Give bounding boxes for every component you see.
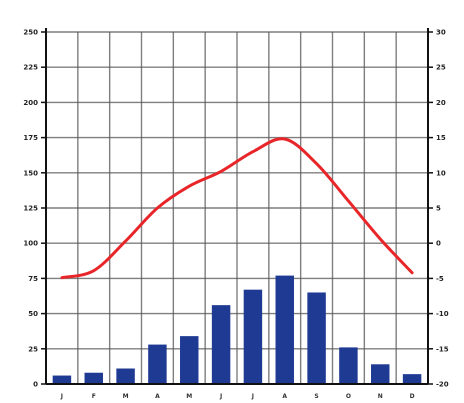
temperature-line (60, 137, 414, 280)
left-tick-label: 0 (33, 381, 38, 389)
x-tick-label: A (282, 393, 287, 400)
left-tick-label: 50 (28, 310, 38, 318)
left-tick-label: 225 (23, 64, 38, 72)
right-tick-label: 15 (436, 134, 446, 142)
left-tick-label: 150 (23, 169, 38, 177)
right-tick-label: 0 (436, 240, 441, 248)
right-tick-label: 5 (436, 205, 441, 213)
precipitation-bar (52, 375, 72, 384)
left-tick-label: 125 (23, 205, 38, 213)
precipitation-bar (243, 289, 263, 384)
x-tick-label: N (378, 393, 383, 400)
right-tick-label: 30 (436, 29, 446, 37)
temperature-line-group (60, 137, 414, 280)
x-tick-label: J (251, 393, 254, 400)
precipitation-bar (307, 292, 326, 384)
right-tick-label: 20 (436, 99, 446, 107)
precipitation-bar (180, 336, 199, 384)
x-tick-label: J (219, 393, 222, 400)
left-tick-label: 175 (23, 134, 38, 142)
x-tick-label: M (123, 393, 129, 400)
right-tick-label: 25 (436, 64, 446, 72)
right-tick-label: 10 (436, 169, 446, 177)
right-tick-label: -15 (436, 345, 449, 353)
left-tick-label: 200 (23, 99, 38, 107)
precipitation-bar (339, 347, 358, 384)
axes (41, 28, 433, 385)
x-tick-label: S (314, 393, 318, 400)
right-tick-label: -10 (436, 310, 449, 318)
precipitation-bar (148, 344, 167, 384)
precipitation-bar (275, 275, 294, 384)
left-tick-label: 250 (23, 29, 38, 37)
precipitation-bar (84, 372, 103, 384)
precipitation-bars (52, 275, 422, 384)
x-tick-label: F (92, 393, 96, 400)
right-axis-ticks: -20 -15 -10 -5 0 5 10 15 20 25 30 (436, 29, 449, 389)
precipitation-bar (211, 305, 231, 384)
left-tick-label: 25 (28, 345, 38, 353)
x-tick-label: J (60, 393, 63, 400)
x-tick-label: D (410, 393, 415, 400)
left-tick-label: 100 (23, 240, 38, 248)
right-tick-label: -20 (436, 381, 449, 389)
left-axis-ticks: 0 25 50 75 100 125 150 175 200 225 250 (23, 29, 38, 389)
x-tick-label: A (155, 393, 160, 400)
x-tick-label: M (186, 393, 192, 400)
precipitation-bar (116, 368, 135, 384)
precipitation-bar (402, 374, 422, 384)
precipitation-bar (371, 364, 390, 384)
x-tick-label: O (346, 393, 351, 400)
right-tick-label: -5 (436, 275, 444, 283)
left-tick-label: 75 (28, 275, 38, 283)
grid-lines (45, 31, 429, 385)
